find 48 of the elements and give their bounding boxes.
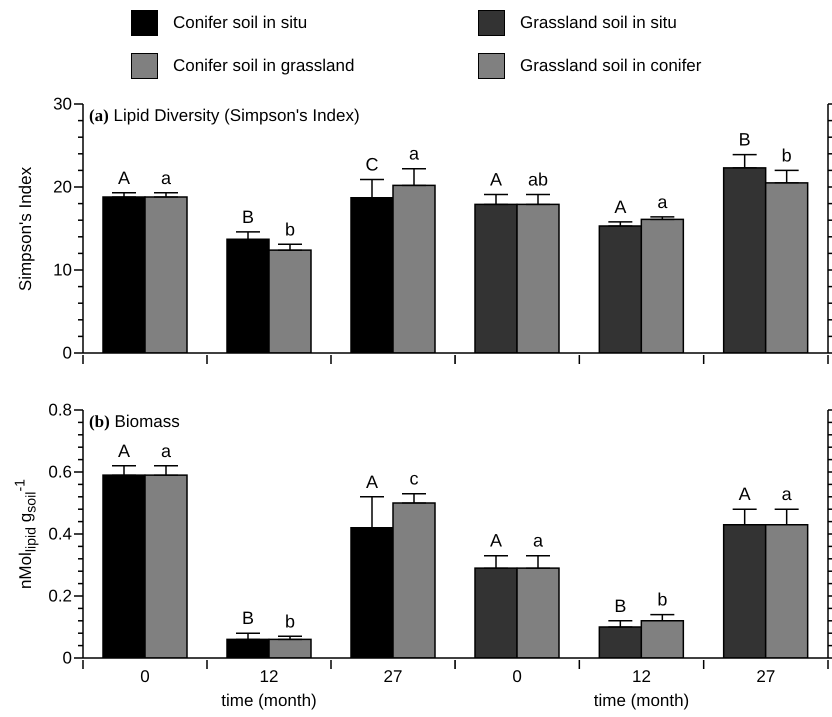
legend-label: Conifer soil in situ [173,13,308,33]
data-label: a [532,530,544,551]
x-axis-title: time (month) [594,691,690,710]
data-label: B [242,206,254,227]
legend-label: Grassland soil in conifer [520,56,702,76]
x-tick-label: 12 [632,667,651,686]
data-label: A [366,472,378,492]
data-label: b [284,611,296,632]
data-label: C [366,154,378,175]
data-label: a [657,192,668,212]
data-label: ab [528,169,548,190]
y-tick-label: 0.4 [48,524,72,544]
chart-title: (b) Biomass [89,412,180,432]
y-tick-label: 0 [62,344,72,362]
x-tick-label: 12 [260,667,278,686]
data-label: c [410,468,418,489]
y-tick-label: 10 [53,260,72,280]
data-label: B [614,596,626,616]
x-tick-label: 27 [756,667,776,686]
chart-title: (a) Lipid Diversity (Simpson's Index) [89,106,360,126]
data-label: a [160,440,172,461]
x-tick-label: 0 [140,667,150,686]
data-label: A [738,484,751,504]
data-label: A [614,196,626,217]
x-axis-title: time (month) [221,691,317,710]
legend-label: Conifer soil in grassland [173,56,354,76]
data-label: A [490,530,502,551]
x-tick-label: 27 [384,667,402,686]
x-tick-label: 0 [512,667,522,686]
y-axis-title: Simpson's Index [16,166,36,291]
data-label: b [782,145,792,166]
data-label: a [782,484,793,504]
data-label: B [242,608,254,628]
y-tick-label: 0 [62,648,72,668]
data-label: b [657,590,668,610]
data-label: b [284,219,296,240]
y-tick-label: 0.6 [48,462,72,482]
data-label: a [160,168,172,188]
y-tick-label: 30 [53,94,72,114]
data-label: a [408,144,420,164]
y-tick-label: 20 [53,178,72,196]
data-label: A [118,168,130,188]
y-tick-label: 0.8 [48,400,72,420]
y-tick-label: 0.2 [48,586,72,606]
legend-label: Grassland soil in situ [520,13,677,33]
data-label: A [490,169,502,190]
data-label: B [738,130,751,150]
data-label: A [118,440,130,461]
